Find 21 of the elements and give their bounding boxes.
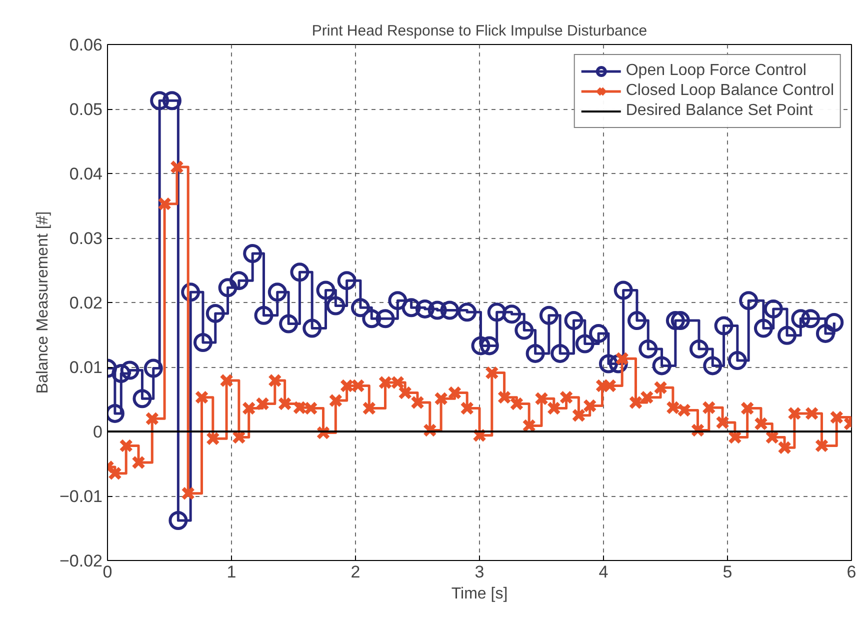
y-tick-label: 0.03 <box>69 229 103 248</box>
legend-label: Closed Loop Balance Control <box>626 82 834 100</box>
x-tick-label: 5 <box>722 562 732 582</box>
x-tick-label: 3 <box>474 562 484 582</box>
y-tick-label: 0.04 <box>69 164 103 184</box>
x-tick-label: 6 <box>846 562 856 582</box>
y-tick-label: −0.01 <box>59 487 102 506</box>
legend-label: Desired Balance Set Point <box>626 102 813 120</box>
y-tick-label: 0.02 <box>69 294 103 312</box>
x-axis-title: Time [s] <box>451 586 508 602</box>
y-tick-label: 0.01 <box>69 358 103 377</box>
x-tick-label: 1 <box>226 562 236 582</box>
y-axis-title: Balance Measurement [#] <box>34 211 52 394</box>
y-tick-label: 0.06 <box>69 36 103 54</box>
legend-label: Open Loop Force Control <box>626 62 806 80</box>
y-tick-label: 0 <box>93 422 103 442</box>
x-tick-label: 2 <box>350 562 360 582</box>
x-tick-label: 4 <box>598 562 608 582</box>
y-tick-label: −0.02 <box>59 552 102 570</box>
y-tick-label: 0.05 <box>69 100 103 119</box>
chart-title: Print Head Response to Flick Impulse Disturbance <box>312 22 648 40</box>
